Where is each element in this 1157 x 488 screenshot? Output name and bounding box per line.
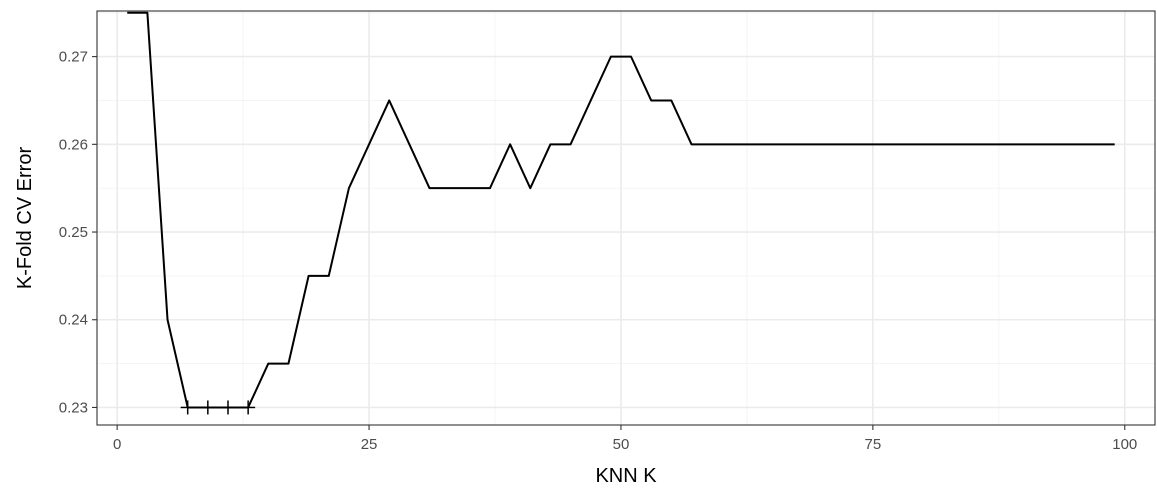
y-tick-label: 0.27 [59,49,88,66]
marker-point [200,400,215,415]
x-tick-label: 75 [865,436,882,453]
y-tick-label: 0.26 [59,136,88,153]
x-tick-label: 0 [113,436,121,453]
x-tick-label: 100 [1112,436,1137,453]
marker-layer [180,400,256,415]
x-axis-title: KNN K [595,465,657,487]
y-tick-label: 0.23 [59,399,88,416]
y-axis-title: K-Fold CV Error [14,147,36,290]
marker-point [241,400,256,415]
marker-point [180,400,195,415]
x-axis: 0 25 50 75 100 [113,425,1137,453]
plot-panel-background [97,11,1155,425]
grid [97,11,1155,425]
marker-point [220,400,235,415]
line-layer [127,11,1115,409]
plot-panel-border [96,10,1156,426]
series-line [127,11,1115,409]
y-tick-label: 0.25 [59,224,88,241]
y-axis: 0.23 0.24 0.25 0.26 0.27 [59,49,97,416]
x-tick-label: 50 [613,436,630,453]
y-tick-label: 0.24 [59,312,88,329]
x-tick-label: 25 [361,436,378,453]
